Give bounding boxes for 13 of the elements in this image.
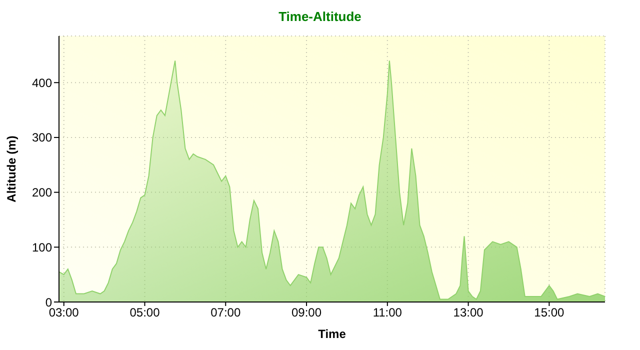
y-axis-title: Altitude (m) xyxy=(4,136,18,202)
x-axis-title: Time xyxy=(318,327,346,341)
y-tick-label: 200 xyxy=(32,186,52,200)
x-tick-label: 15:00 xyxy=(534,306,565,320)
y-tick-label: 100 xyxy=(32,240,52,254)
x-tick-label: 09:00 xyxy=(292,306,322,320)
chart-title: Time-Altitude xyxy=(278,9,362,24)
x-tick-label: 13:00 xyxy=(453,306,484,320)
y-tick-label: 400 xyxy=(32,76,52,90)
x-tick-label: 11:00 xyxy=(372,306,402,320)
x-tick-label: 05:00 xyxy=(130,306,160,320)
y-tick-label: 300 xyxy=(32,130,52,145)
x-tick-label: 07:00 xyxy=(210,306,241,320)
